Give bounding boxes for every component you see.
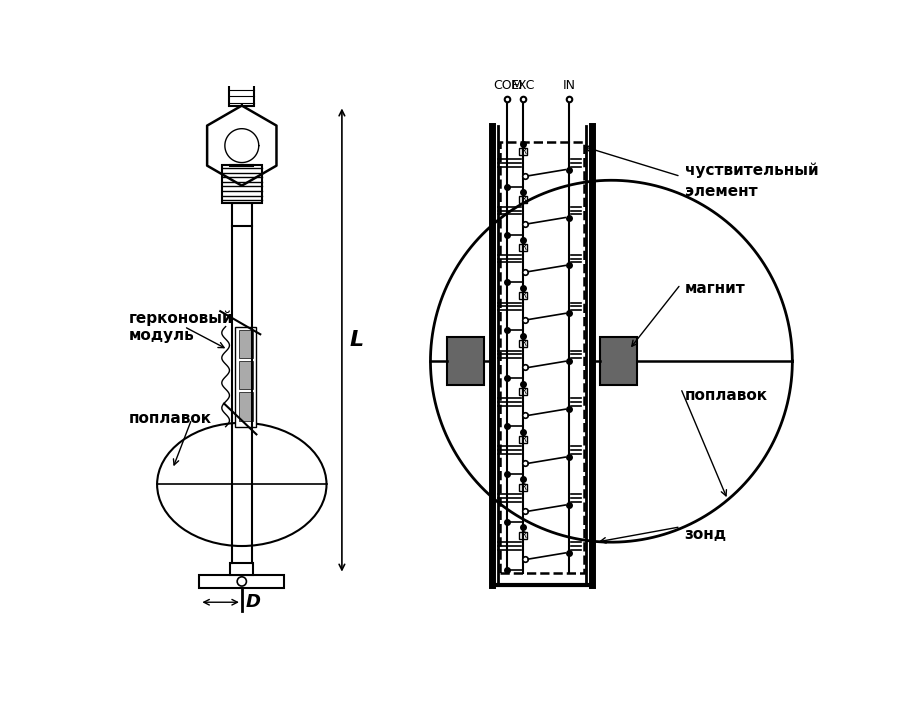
Bar xyxy=(200,575,284,588)
Text: зонд: зонд xyxy=(685,527,726,542)
Text: R: R xyxy=(520,435,526,443)
Bar xyxy=(599,337,637,385)
Text: R: R xyxy=(520,195,526,204)
Bar xyxy=(238,330,253,359)
Bar xyxy=(519,148,526,155)
Bar xyxy=(233,59,250,75)
Text: EXC: EXC xyxy=(510,78,535,92)
Text: R: R xyxy=(520,148,526,156)
Bar xyxy=(221,165,262,203)
Bar xyxy=(232,203,252,227)
Ellipse shape xyxy=(158,423,327,546)
Bar xyxy=(519,483,526,491)
Text: R: R xyxy=(520,387,526,396)
Bar xyxy=(500,142,584,573)
Text: COM: COM xyxy=(493,78,522,92)
Text: IN: IN xyxy=(562,78,576,92)
Circle shape xyxy=(238,577,247,586)
Bar xyxy=(519,196,526,203)
Text: R: R xyxy=(520,339,526,348)
Bar xyxy=(519,292,526,299)
Bar xyxy=(447,337,484,385)
Bar xyxy=(235,327,256,426)
Text: поплавок: поплавок xyxy=(685,389,768,404)
Bar xyxy=(519,436,526,443)
Text: R: R xyxy=(520,243,526,252)
Text: D: D xyxy=(246,593,261,611)
Bar xyxy=(519,532,526,538)
Bar xyxy=(238,361,253,389)
Text: L: L xyxy=(349,330,364,350)
Bar xyxy=(519,244,526,251)
Text: R: R xyxy=(520,530,526,540)
Bar xyxy=(230,563,254,575)
Text: R: R xyxy=(520,291,526,300)
Text: магнит: магнит xyxy=(685,281,745,296)
Bar xyxy=(519,388,526,395)
Bar xyxy=(238,17,246,59)
Bar xyxy=(230,75,254,106)
Text: поплавок: поплавок xyxy=(129,411,212,426)
Text: R: R xyxy=(520,483,526,492)
Bar xyxy=(519,340,526,347)
Text: герконовый
модуль: герконовый модуль xyxy=(129,310,233,343)
Text: чуствительный
элемент: чуствительный элемент xyxy=(685,162,818,198)
Bar xyxy=(238,392,253,421)
